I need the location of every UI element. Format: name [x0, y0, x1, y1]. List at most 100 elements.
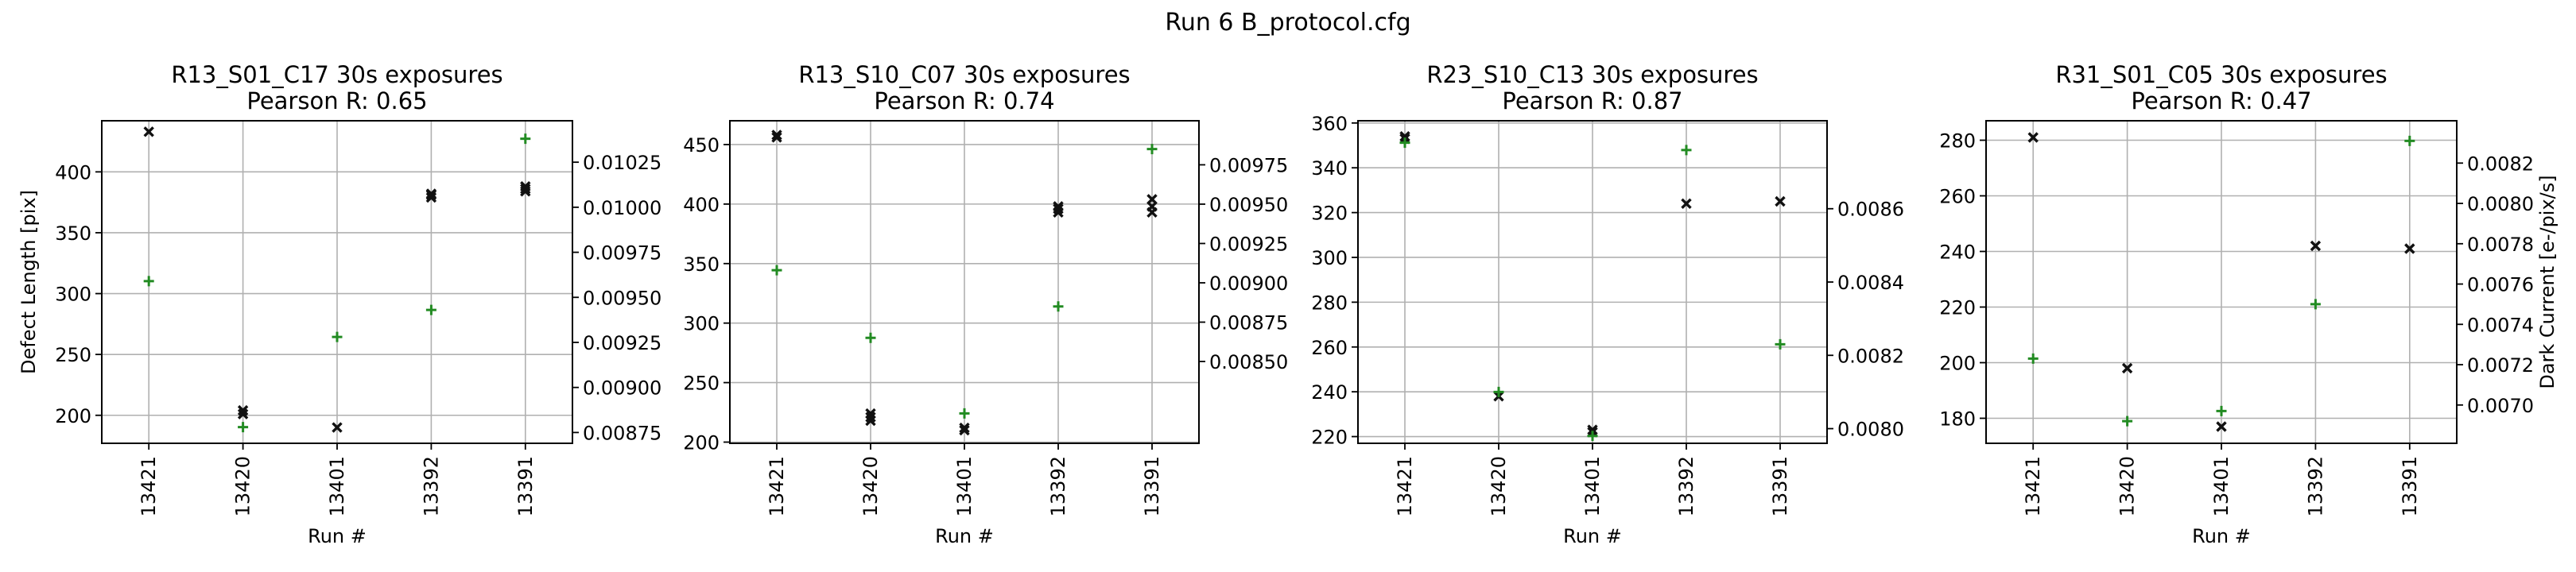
x-tick-label: 13401 [326, 456, 348, 516]
right-tick-label: 0.0078 [2467, 234, 2534, 256]
data-point-defect-length [520, 184, 531, 195]
data-point-defect-length [1399, 131, 1410, 142]
right-tick-label: 0.01000 [583, 197, 661, 219]
left-tick-label: 300 [55, 284, 91, 306]
chart-title: R13_S10_C07 30s exposures [798, 61, 1130, 88]
chart-subtitle: Pearson R: 0.74 [874, 87, 1054, 114]
right-tick-label: 0.01025 [583, 152, 661, 174]
data-point-dark-current [771, 265, 782, 276]
x-tick-label: 13401 [953, 456, 976, 516]
data-point-defect-length [425, 191, 437, 203]
right-tick-label: 0.00925 [1209, 233, 1288, 255]
data-point-dark-current [865, 332, 876, 343]
data-point-defect-length [865, 412, 876, 423]
left-tick-label: 400 [55, 161, 91, 184]
data-point-defect-length [865, 408, 876, 419]
x-tick-label: 13392 [1047, 456, 1069, 516]
data-point-defect-length [1587, 424, 1598, 435]
data-point-dark-current [1775, 338, 1786, 350]
left-tick-label: 400 [683, 194, 720, 216]
data-point-dark-current [1587, 431, 1598, 442]
right-tick-label: 0.00875 [1209, 312, 1288, 334]
x-tick-label: 13420 [1488, 456, 1510, 516]
data-point-defect-length [2216, 421, 2227, 432]
right-tick-label: 0.0082 [1837, 345, 1904, 367]
data-point-defect-length [1681, 198, 1692, 210]
left-tick-label: 360 [1311, 113, 1348, 135]
right-tick-label: 0.00975 [583, 242, 661, 265]
data-point-dark-current [1053, 301, 1064, 312]
x-tick-label: 13420 [232, 456, 254, 516]
right-tick-label: 0.00900 [583, 377, 661, 400]
data-point-defect-length [1053, 203, 1064, 214]
x-tick-label: 13401 [1581, 456, 1604, 516]
data-point-defect-length [1146, 194, 1158, 205]
data-point-dark-current [520, 133, 531, 145]
x-tick-label: 13391 [2399, 456, 2421, 516]
x-tick-label: 13420 [2116, 456, 2139, 516]
data-point-dark-current [1681, 145, 1692, 156]
data-point-defect-length [959, 424, 970, 436]
right-tick-label: 0.0076 [2467, 274, 2534, 296]
x-tick-label: 13392 [1675, 456, 1697, 516]
x-tick-label: 13391 [1141, 456, 1163, 516]
data-point-defect-length [425, 188, 437, 199]
left-tick-label: 280 [1939, 130, 1976, 153]
left-tick-label: 280 [1311, 292, 1348, 314]
x-tick-label: 13401 [2210, 456, 2233, 516]
x-tick-label: 13421 [1394, 456, 1416, 516]
left-tick-label: 450 [683, 134, 720, 157]
data-point-dark-current [2122, 415, 2133, 427]
data-point-defect-length [2027, 132, 2039, 143]
left-tick-label: 260 [1939, 186, 1976, 208]
x-tick-label: 13420 [859, 456, 882, 516]
y-axis-label-left: Defect Length [pix] [17, 190, 40, 374]
data-point-defect-length [771, 129, 782, 141]
x-axis-label: Run # [2192, 525, 2251, 547]
data-point-defect-length [771, 132, 782, 143]
x-tick-label: 13392 [420, 456, 442, 516]
right-tick-label: 0.00925 [583, 332, 661, 354]
chart-subtitle: Pearson R: 0.47 [2131, 87, 2311, 114]
left-tick-label: 340 [1311, 157, 1348, 180]
right-tick-label: 0.00975 [1209, 154, 1288, 176]
right-tick-label: 0.00950 [1209, 194, 1288, 216]
x-tick-label: 13391 [514, 456, 537, 516]
data-point-dark-current [1493, 386, 1504, 397]
right-tick-label: 0.0080 [1837, 419, 1904, 441]
left-tick-label: 350 [55, 222, 91, 245]
left-tick-label: 250 [683, 373, 720, 395]
left-tick-label: 220 [1939, 297, 1976, 319]
right-tick-label: 0.0084 [1837, 272, 1904, 294]
left-tick-label: 250 [55, 344, 91, 366]
data-point-defect-length [2404, 243, 2415, 254]
data-point-dark-current [143, 276, 154, 287]
x-tick-label: 13421 [2022, 456, 2044, 516]
x-tick-label: 13421 [138, 456, 160, 516]
data-point-dark-current [2404, 135, 2415, 146]
left-tick-label: 200 [683, 432, 720, 454]
left-tick-label: 350 [683, 253, 720, 276]
right-tick-label: 0.0072 [2467, 354, 2534, 377]
left-tick-label: 320 [1311, 203, 1348, 225]
x-tick-label: 13392 [2304, 456, 2326, 516]
left-tick-label: 220 [1311, 427, 1348, 449]
right-tick-label: 0.0080 [2467, 193, 2534, 215]
data-point-defect-length [1053, 201, 1064, 212]
figure-suptitle: Run 6 B_protocol.cfg [1165, 9, 1410, 37]
data-point-dark-current [332, 331, 343, 342]
data-point-defect-length [520, 181, 531, 192]
chart-subtitle: Pearson R: 0.87 [1502, 87, 1682, 114]
right-tick-label: 0.0082 [2467, 153, 2534, 175]
x-axis-label: Run # [935, 525, 994, 547]
data-point-defect-length [1775, 195, 1786, 207]
data-point-defect-length [143, 126, 154, 137]
data-point-defect-length [237, 408, 249, 419]
data-point-defect-length [2121, 362, 2133, 374]
right-tick-label: 0.00875 [583, 422, 661, 444]
data-point-defect-length [237, 404, 249, 416]
